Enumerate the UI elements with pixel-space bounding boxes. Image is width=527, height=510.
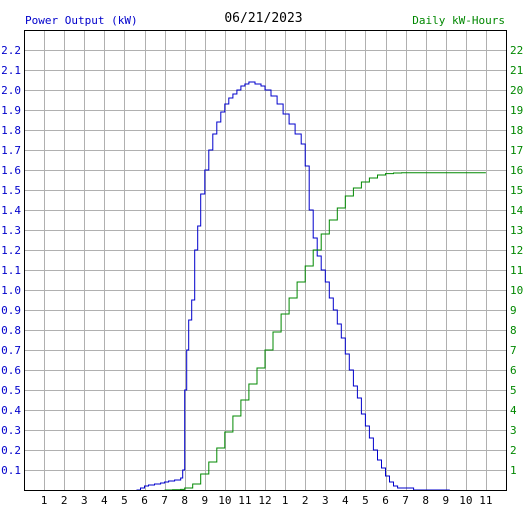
- right-tick-label: 1: [510, 464, 517, 477]
- left-tick-label: 0.5: [1, 384, 21, 397]
- x-tick-label: 5: [121, 494, 128, 507]
- left-tick-label: 0.8: [1, 324, 21, 337]
- left-tick-label: 0.4: [1, 404, 21, 417]
- right-tick-label: 2: [510, 444, 517, 457]
- energy-series-line: [164, 172, 486, 491]
- left-tick-label: 1.4: [1, 204, 21, 217]
- left-tick-label: 1.0: [1, 284, 21, 297]
- left-tick-label: 1.5: [1, 184, 21, 197]
- x-tick-label: 8: [181, 494, 188, 507]
- left-tick-labels: 0.1 0.2 0.3 0.4 0.5 0.6 0.7 0.8 0.9 1.0 1.1 1.2 1.3 1…: [1, 44, 21, 477]
- plot-frame: [24, 30, 507, 491]
- right-tick-label: 14: [510, 204, 524, 217]
- right-tick-label: 20: [510, 84, 523, 97]
- left-tick-label: 2.2: [1, 44, 21, 57]
- x-tick-labels: 1 2 3 4 5 6 7 8 9 10 11 12 1 2 3 4 5 6 7 8 9 10 11: [41, 494, 493, 507]
- x-tick-label: 10: [218, 494, 231, 507]
- left-tick-label: 1.1: [1, 264, 21, 277]
- right-tick-label: 6: [510, 364, 517, 377]
- left-tick-label: 0.6: [1, 364, 21, 377]
- left-tick-label: 1.8: [1, 124, 21, 137]
- right-tick-label: 21: [510, 64, 523, 77]
- x-tick-label: 2: [302, 494, 309, 507]
- x-tick-label: 9: [442, 494, 449, 507]
- x-tick-label: 10: [459, 494, 472, 507]
- left-tick-label: 0.2: [1, 444, 21, 457]
- right-axis-label: Daily kW-Hours: [412, 14, 505, 27]
- x-tick-label: 7: [402, 494, 409, 507]
- left-tick-label: 1.7: [1, 144, 21, 157]
- left-tick-label: 2.0: [1, 84, 21, 97]
- x-tick-label: 5: [362, 494, 369, 507]
- x-tick-label: 6: [382, 494, 389, 507]
- left-tick-label: 1.6: [1, 164, 21, 177]
- right-tick-label: 9: [510, 304, 517, 317]
- right-tick-label: 19: [510, 104, 523, 117]
- right-tick-label: 11: [510, 264, 523, 277]
- right-tick-label: 22: [510, 44, 523, 57]
- right-tick-label: 16: [510, 164, 523, 177]
- right-tick-label: 10: [510, 284, 523, 297]
- left-tick-label: 1.9: [1, 104, 21, 117]
- right-tick-label: 5: [510, 384, 517, 397]
- right-tick-label: 13: [510, 224, 523, 237]
- x-tick-label: 6: [141, 494, 148, 507]
- left-tick-label: 0.1: [1, 464, 21, 477]
- x-tick-label: 11: [479, 494, 492, 507]
- x-tick-label: 11: [238, 494, 251, 507]
- right-tick-label: 15: [510, 184, 523, 197]
- left-tick-label: 2.1: [1, 64, 21, 77]
- x-tick-label: 1: [282, 494, 289, 507]
- x-tick-label: 7: [161, 494, 168, 507]
- x-tick-label: 1: [41, 494, 48, 507]
- right-tick-label: 3: [510, 424, 517, 437]
- grid: [24, 30, 506, 490]
- right-tick-label: 18: [510, 124, 523, 137]
- x-tick-label: 3: [81, 494, 88, 507]
- x-tick-label: 9: [201, 494, 208, 507]
- left-tick-label: 1.3: [1, 224, 21, 237]
- left-tick-label: 0.7: [1, 344, 21, 357]
- right-tick-label: 7: [510, 344, 517, 357]
- right-tick-label: 17: [510, 144, 523, 157]
- left-tick-label: 1.2: [1, 244, 21, 257]
- right-tick-label: 4: [510, 404, 517, 417]
- left-tick-label: 0.3: [1, 424, 21, 437]
- power-series-line: [136, 81, 450, 491]
- left-tick-label: 0.9: [1, 304, 21, 317]
- x-tick-label: 2: [61, 494, 68, 507]
- x-tick-label: 4: [342, 494, 349, 507]
- series: [136, 81, 486, 491]
- right-tick-label: 8: [510, 324, 517, 337]
- x-tick-label: 12: [258, 494, 271, 507]
- x-tick-label: 3: [322, 494, 329, 507]
- x-tick-label: 8: [422, 494, 429, 507]
- left-axis-label: Power Output (kW): [25, 14, 138, 27]
- x-tick-label: 4: [101, 494, 108, 507]
- chart-title: 06/21/2023: [224, 11, 303, 26]
- right-tick-label: 12: [510, 244, 523, 257]
